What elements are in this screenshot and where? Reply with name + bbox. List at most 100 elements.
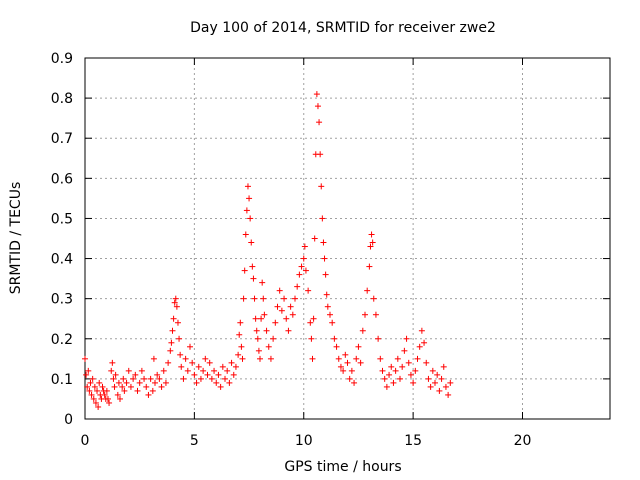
y-tick-label: 0.3 [51,292,73,308]
data-point [170,315,177,322]
data-point [357,359,364,366]
data-point [370,295,377,302]
data-point [308,335,315,342]
data-point [83,371,90,378]
data-point [292,295,298,302]
data-point [109,359,116,366]
data-point [410,379,417,386]
data-point [252,315,259,322]
data-point [184,367,191,374]
data-point [258,315,265,322]
data-point [429,367,436,374]
data-point [418,327,425,334]
data-point [152,379,158,386]
data-point [147,375,154,382]
data-point [125,367,132,374]
y-tick-label: 0.5 [51,211,73,227]
data-point [377,355,384,362]
data-point [189,359,196,366]
data-point [195,363,202,370]
data-point [191,371,198,378]
data-point [213,379,220,386]
data-point [259,279,266,286]
data-point [442,383,449,390]
data-point [160,367,167,374]
data-point [134,387,141,394]
data-point [238,343,245,350]
data-point [138,367,145,374]
data-point [267,355,274,362]
y-tick-label: 0.7 [51,131,73,147]
data-point [414,355,421,362]
data-point [211,367,218,374]
data-point [193,379,200,386]
x-tick-label: 15 [404,433,422,449]
data-point [112,371,119,378]
data-point [427,383,434,390]
data-point [173,303,180,310]
data-point [362,311,368,318]
data-point [311,235,318,242]
data-point [110,375,117,382]
data-point [202,355,209,362]
data-point [123,379,130,386]
data-point [346,375,353,382]
data-point [244,183,251,190]
data-point [390,379,397,386]
data-point [85,367,92,374]
data-point [317,151,324,158]
data-point [88,391,95,398]
data-point [401,347,408,354]
data-point [394,355,401,362]
data-point [438,375,445,382]
data-point [366,263,373,270]
data-point [208,375,215,382]
y-tick-label: 0.9 [51,51,73,67]
data-point [180,375,187,382]
data-point [412,367,419,374]
data-point [440,363,447,370]
data-point [215,371,222,378]
data-point [241,267,248,274]
data-point [230,371,237,378]
data-point [351,379,358,386]
data-point [447,379,454,386]
x-tick-label: 10 [295,433,313,449]
data-point [335,355,342,362]
data-point [84,383,91,390]
data-point [150,355,157,362]
data-point [127,383,134,390]
data-point [272,319,279,326]
data-point [375,335,382,342]
data-point [240,295,247,302]
data-point [316,119,323,126]
data-point [381,375,388,382]
data-point [86,387,93,394]
chart-title: Day 100 of 2014, SRMTID for receiver zwe… [190,20,496,36]
data-point [337,363,344,370]
data-point [178,363,185,370]
data-point [307,319,314,326]
data-point [379,367,386,374]
data-point [407,371,414,378]
data-point [158,383,165,390]
data-point [94,387,101,394]
data-point [329,319,336,326]
data-point [200,367,207,374]
data-point [260,295,267,302]
data-point [82,355,88,362]
data-point [239,355,246,362]
data-point [246,195,253,202]
data-point [359,327,366,334]
data-point [251,295,258,302]
data-point [219,363,226,370]
data-point [372,311,379,318]
y-tick-label: 0.6 [51,171,73,187]
data-point [174,319,181,326]
data-point [314,103,321,110]
data-point [309,355,316,362]
data-point [182,355,189,362]
data-point [156,375,163,382]
data-point [145,391,152,398]
data-point [167,347,174,354]
